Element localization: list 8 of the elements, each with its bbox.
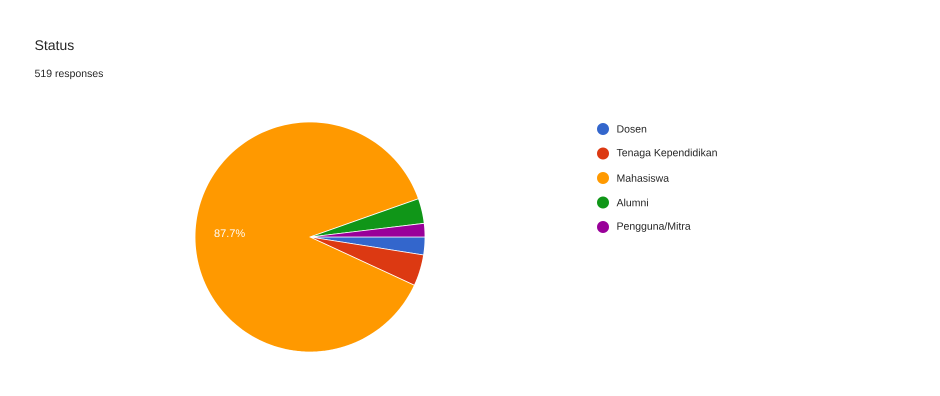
legend-label: Pengguna/Mitra (617, 222, 691, 232)
legend-label: Mahasiswa (617, 174, 670, 182)
legend-label: Dosen (617, 125, 646, 133)
data-label: 87.7% (214, 229, 245, 238)
legend-label: Alumni (616, 198, 648, 206)
text: 519 responses (34, 70, 104, 80)
text: Status (35, 40, 74, 50)
legend-label: Tenaga Kependidikan (616, 148, 717, 158)
